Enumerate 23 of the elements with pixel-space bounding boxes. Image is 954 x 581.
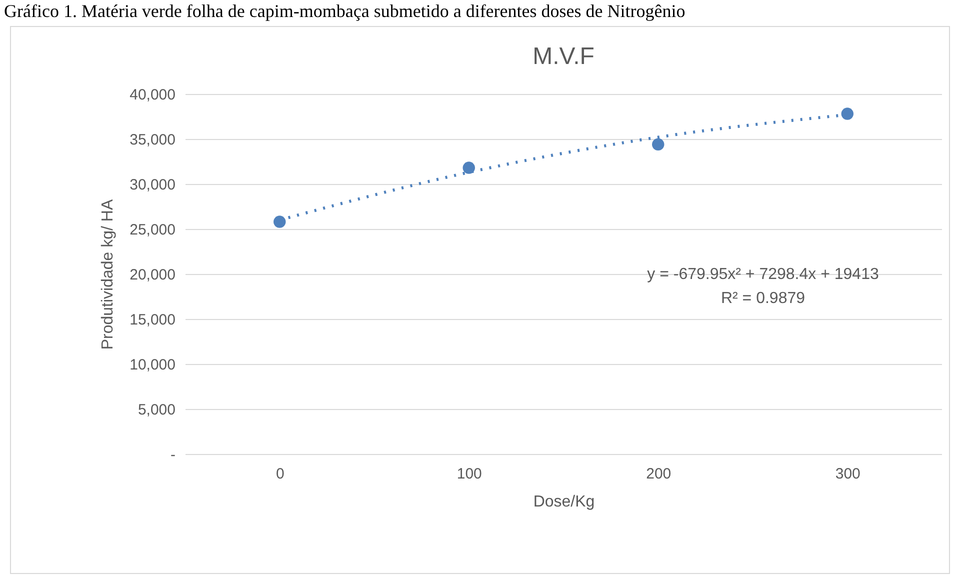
text: Gráfico 1. Matéria verde folha de capim-mombaça submetido a diferentes doses de Nitrogênio <box>3 0 686 23</box>
y-tick-label: 30,000 <box>130 176 176 194</box>
y-tick-label: 35,000 <box>130 132 176 148</box>
y-tick-label: 5,000 <box>138 402 176 418</box>
x-tick-label: 200 <box>646 466 672 482</box>
y-tick-label: 25,000 <box>130 222 176 238</box>
y-tick-label: 10,000 <box>130 356 176 374</box>
point <box>462 162 475 174</box>
y-tick-label: - <box>170 446 176 464</box>
x-tick-label: 0 <box>276 466 284 482</box>
chart-title: M.V.F <box>532 43 594 70</box>
annotation: y = -679.95x² + 7298.4x + 19413 <box>647 266 879 283</box>
x-axis-title: Dose/Kg <box>533 494 595 510</box>
y-tick-label: 20,000 <box>130 266 176 284</box>
point <box>841 108 854 120</box>
x-tick-label: 300 <box>835 466 860 482</box>
point <box>274 216 286 228</box>
y-tick-label: 40,000 <box>130 86 176 104</box>
point <box>652 138 664 151</box>
y-axis-title: Produtividade kg/ HA <box>100 199 117 350</box>
annotation: R² = 0.9879 <box>720 290 806 307</box>
y-tick-label: 15,000 <box>130 312 176 328</box>
x-tick-label: 100 <box>456 466 482 482</box>
